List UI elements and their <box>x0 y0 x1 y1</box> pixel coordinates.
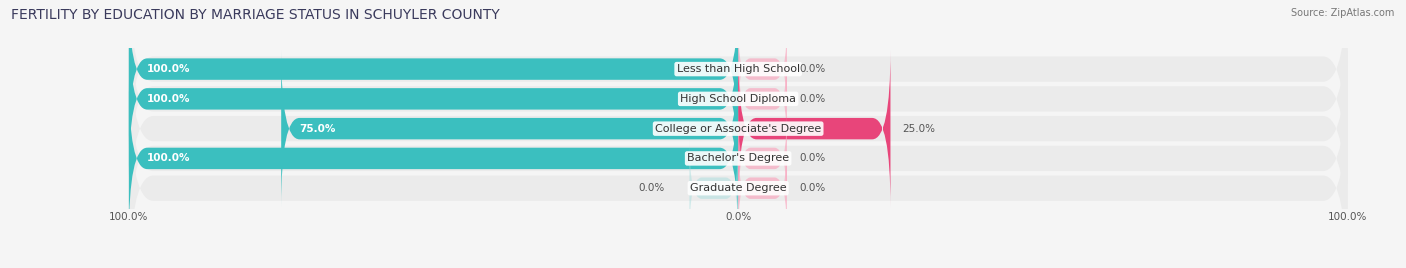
FancyBboxPatch shape <box>689 139 738 237</box>
FancyBboxPatch shape <box>281 50 738 207</box>
Text: 100.0%: 100.0% <box>148 94 191 104</box>
FancyBboxPatch shape <box>738 110 787 207</box>
Text: College or Associate's Degree: College or Associate's Degree <box>655 124 821 134</box>
Text: 0.0%: 0.0% <box>799 183 825 193</box>
Text: 0.0%: 0.0% <box>799 94 825 104</box>
FancyBboxPatch shape <box>129 22 1347 235</box>
FancyBboxPatch shape <box>738 139 787 237</box>
FancyBboxPatch shape <box>129 80 738 237</box>
FancyBboxPatch shape <box>129 52 1347 265</box>
Text: Graduate Degree: Graduate Degree <box>690 183 786 193</box>
Text: 100.0%: 100.0% <box>148 153 191 163</box>
Text: 75.0%: 75.0% <box>299 124 336 134</box>
Text: 25.0%: 25.0% <box>903 124 935 134</box>
Text: 0.0%: 0.0% <box>638 183 665 193</box>
FancyBboxPatch shape <box>129 0 1347 176</box>
FancyBboxPatch shape <box>129 82 1347 268</box>
Text: 100.0%: 100.0% <box>148 64 191 74</box>
Text: Less than High School: Less than High School <box>676 64 800 74</box>
FancyBboxPatch shape <box>738 20 787 118</box>
Text: High School Diploma: High School Diploma <box>681 94 796 104</box>
FancyBboxPatch shape <box>738 50 890 207</box>
FancyBboxPatch shape <box>129 20 738 177</box>
FancyBboxPatch shape <box>129 0 738 148</box>
FancyBboxPatch shape <box>738 50 787 148</box>
FancyBboxPatch shape <box>129 0 1347 205</box>
Text: Bachelor's Degree: Bachelor's Degree <box>688 153 789 163</box>
Text: 0.0%: 0.0% <box>799 64 825 74</box>
Text: Source: ZipAtlas.com: Source: ZipAtlas.com <box>1291 8 1395 18</box>
Text: FERTILITY BY EDUCATION BY MARRIAGE STATUS IN SCHUYLER COUNTY: FERTILITY BY EDUCATION BY MARRIAGE STATU… <box>11 8 501 22</box>
Text: 0.0%: 0.0% <box>799 153 825 163</box>
